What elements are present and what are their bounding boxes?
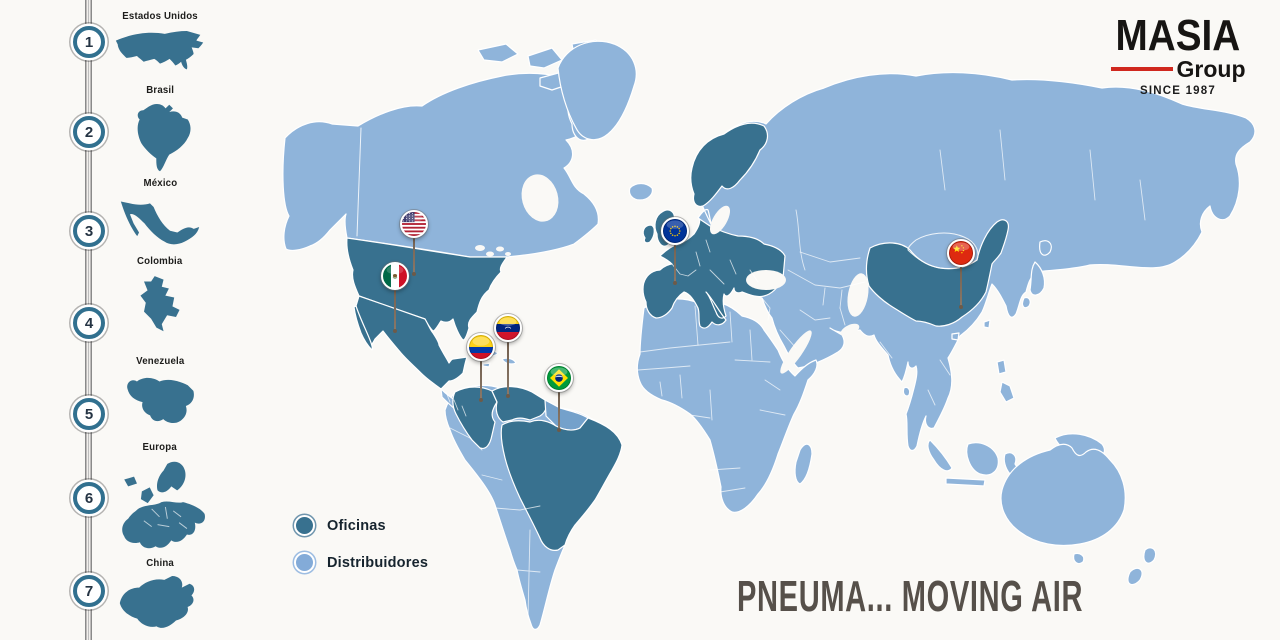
pin-stem-europa (673, 231, 677, 285)
sidebar-item-label: México (143, 177, 177, 189)
timeline-number-6: 6 (73, 482, 105, 514)
tagline: PNEUMA... MOVING AIR (737, 572, 1084, 621)
region-venezuela (491, 386, 547, 423)
sidebar-item-china: China (100, 553, 220, 638)
sidebar-item-colombia: Colombia (100, 251, 220, 346)
logo-since-text: SINCE 1987 (1140, 84, 1216, 97)
logo-group-text: Group (1176, 55, 1246, 82)
region-scandinavia (690, 122, 769, 207)
masia-group-logo: MASIA Group SINCE 1987 (1098, 11, 1258, 97)
region-iceland (628, 182, 653, 201)
brasil-flag-pin-icon (545, 364, 573, 392)
region-brasil (500, 417, 623, 551)
mexico-silhouette-icon (100, 194, 220, 251)
pin-stem-china (959, 253, 963, 309)
office-swatch-icon (294, 515, 315, 536)
distributor-swatch-icon (294, 552, 315, 573)
venezuela-flag-pin-icon (494, 314, 522, 342)
sidebar-item-venezuela: Venezuela (100, 351, 220, 438)
mexico-flag-pin-icon (381, 262, 409, 290)
pin-stem-venezuela (506, 328, 510, 398)
pin-stem-colombia (479, 347, 483, 402)
sidebar-item-brasil: Brasil (100, 80, 220, 175)
legend-label: Distribuidores (327, 554, 429, 571)
brasil-silhouette-icon (100, 101, 220, 175)
usa-flag-pin-icon (400, 210, 428, 238)
sidebar-item-label: Europa (142, 441, 178, 453)
usa-silhouette-icon (100, 27, 220, 83)
china-flag-pin-icon (947, 239, 975, 267)
colombia-flag-pin-icon (467, 333, 495, 361)
colombia-silhouette-icon (100, 272, 220, 346)
legend: Oficinas Distribuidores (294, 515, 428, 589)
timeline-number-7: 7 (73, 575, 105, 607)
timeline-number-5: 5 (73, 398, 105, 430)
region-canada (282, 72, 599, 258)
region-ireland (642, 224, 655, 244)
region-africa (636, 298, 818, 513)
region-australia (1000, 443, 1126, 547)
timeline-number-4: 4 (73, 307, 105, 339)
timeline-number-3: 3 (73, 215, 105, 247)
legend-label: Oficinas (327, 517, 386, 534)
sidebar-item-label: Colombia (137, 255, 183, 267)
region-europe (642, 217, 786, 329)
sidebar-item-label: China (146, 557, 174, 569)
logo-brand-text: MASIA (1115, 11, 1241, 60)
pin-stem-brasil (557, 378, 561, 432)
timeline-number-2: 2 (73, 116, 105, 148)
china-silhouette-icon (100, 574, 220, 638)
region-colombia (452, 386, 498, 450)
sidebar-item-usa: Estados Unidos (100, 6, 220, 83)
europa-flag-pin-icon (661, 217, 689, 245)
europa-silhouette-icon (100, 458, 220, 556)
sidebar-item-mexico: México (100, 173, 220, 251)
pin-stem-usa (412, 224, 416, 276)
region-greenland (557, 40, 637, 141)
legend-item-oficinas: Oficinas (294, 515, 428, 536)
legend-item-distribuidores: Distribuidores (294, 552, 428, 573)
venezuela-silhouette-icon (100, 372, 220, 438)
sidebar-item-label: Brasil (146, 84, 174, 96)
sidebar-item-label: Estados Unidos (122, 10, 198, 22)
region-madagascar (794, 443, 813, 485)
timeline-number-1: 1 (73, 26, 105, 58)
pin-stem-mexico (393, 276, 397, 333)
sidebar-item-label: Venezuela (135, 355, 185, 367)
sidebar-item-europa: Europa (100, 437, 220, 556)
logo-red-line (1110, 67, 1173, 72)
